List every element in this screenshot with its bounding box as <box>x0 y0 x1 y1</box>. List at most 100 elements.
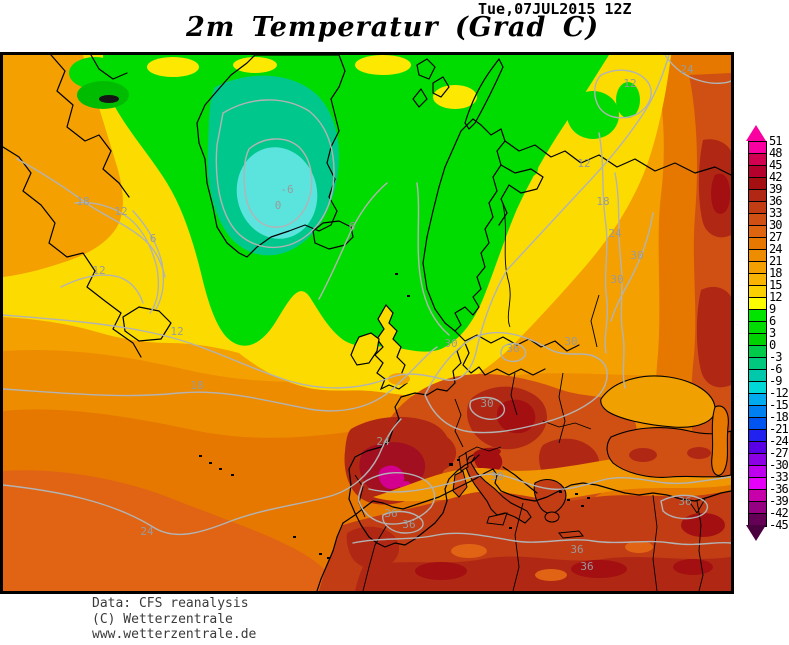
scale-band <box>749 286 766 298</box>
field-africa-39-42-a <box>415 562 467 580</box>
contour-lines <box>3 55 731 546</box>
scale-band <box>749 478 766 490</box>
credit-data-source: Data: CFS reanalysis <box>92 596 249 611</box>
credit-copyright: (C) Wetterzentrale <box>92 611 233 627</box>
scale-band <box>749 262 766 274</box>
contour-18-mid <box>3 346 438 412</box>
contour-value-label: 30 <box>480 397 493 410</box>
contour-value-label: 12 <box>623 77 636 90</box>
contour-value-label: 30 <box>490 470 503 483</box>
scale-tick-label: 42 <box>769 170 782 184</box>
scale-tick-label: 18 <box>769 266 782 280</box>
scale-tick-label: 15 <box>769 278 782 292</box>
black-sea <box>600 375 716 428</box>
field-green-whitesea <box>491 147 539 179</box>
sicily <box>486 512 508 526</box>
scale-tick-label: 36 <box>769 194 782 208</box>
scale-band <box>749 454 766 466</box>
azores-island <box>199 455 202 457</box>
contour-value-label: 36 <box>506 342 519 355</box>
scale-tick-label: -6 <box>769 362 782 376</box>
contour-neg6-greenland <box>243 138 313 228</box>
azores-island <box>219 468 222 470</box>
coast-novaya-zemlya <box>464 58 504 130</box>
temperature-map: 18 12 6 12 -6 0 6 12 24 12 18 24 30 30 12 18 24 30 36 30 30 3… <box>0 52 734 594</box>
field-green-baffin <box>69 57 121 89</box>
contour-value-label: -6 <box>280 183 293 196</box>
scale-tick-label: 12 <box>769 290 782 304</box>
contour-value-label: 6 <box>150 232 157 245</box>
contour-18-canada <box>16 158 166 278</box>
coast-svalbard <box>412 58 450 108</box>
coast-west-europe <box>400 342 546 398</box>
border-africa-b <box>512 502 524 591</box>
coast-iceland <box>312 220 354 250</box>
aegean-island <box>581 505 584 507</box>
scale-tick-label: 3 <box>769 326 776 340</box>
contour-value-label: 12 <box>92 264 105 277</box>
map-canvas: 18 12 6 12 -6 0 6 12 24 12 18 24 30 30 12 18 24 30 36 30 30 3… <box>3 55 731 591</box>
contour-36-iberia <box>358 472 436 525</box>
contour-24-atlantic <box>3 418 402 536</box>
scale-band <box>749 442 766 454</box>
contour-18-east <box>598 132 609 354</box>
scale-tick-label: -24 <box>769 434 789 448</box>
scale-tick-label: -42 <box>769 506 789 520</box>
scale-band <box>749 214 766 226</box>
shetland-island <box>407 295 410 297</box>
balearic-island <box>457 459 460 461</box>
border-europe-d <box>464 446 502 454</box>
scale-tick-label: -33 <box>769 470 789 484</box>
field-green-nwrussia-b <box>616 82 640 118</box>
scale-arrow-bottom <box>746 525 766 541</box>
contour-12-left-loop <box>60 274 144 304</box>
scale-band <box>749 250 766 262</box>
scale-tick-label: 6 <box>769 314 776 328</box>
scale-tick-label: 48 <box>769 146 782 160</box>
coast-africa <box>342 468 731 524</box>
field-east-36-39-b <box>696 286 731 388</box>
contour-24-necorner <box>664 55 731 84</box>
contour-value-label: 24 <box>680 63 694 76</box>
madeira-island <box>293 536 296 538</box>
scale-tick-label: 39 <box>769 182 782 196</box>
scale-band <box>749 430 766 442</box>
scale-tick-label: -9 <box>769 374 782 388</box>
contour-value-label: 36 <box>580 560 593 573</box>
contour-value-label: 24 <box>608 227 622 240</box>
aegean-island <box>575 493 578 495</box>
contour-30-east <box>610 212 654 322</box>
scale-tick-label: 24 <box>769 242 782 256</box>
color-scale: 51 48 45 42 39 36 33 30 27 24 21 18 15 12 9 6 3 0 -3 -6 -9 -1… <box>746 120 789 550</box>
border-africa-c <box>652 494 658 591</box>
field-africa-39-42-b <box>571 560 627 578</box>
balearic-island <box>449 463 453 466</box>
coast-greenland <box>196 55 346 258</box>
scale-band <box>749 370 766 382</box>
field-iberia-45-48 <box>378 465 405 489</box>
contour-24-east <box>614 172 626 389</box>
scale-tick-label: -18 <box>769 410 789 424</box>
contour-value-label: 36 <box>402 518 415 531</box>
contour-36-morocco <box>382 510 424 534</box>
contour-value-label: 30 <box>564 335 577 348</box>
contour-value-label: 18 <box>190 379 203 392</box>
scale-tick-label: 33 <box>769 206 782 220</box>
contour-value-label: 36 <box>678 495 691 508</box>
coast-scandinavia <box>422 118 506 332</box>
contour-value-label: 24 <box>140 525 154 538</box>
contour-value-label: 0 <box>275 199 282 212</box>
scale-tick-label: 51 <box>769 134 782 148</box>
page-title: 2m Temperatur (Grad C) <box>186 12 600 43</box>
border-europe-a <box>454 398 464 448</box>
run-timestamp: Tue,07JUL2015 12Z <box>478 0 632 18</box>
coast-baffin <box>50 55 130 198</box>
scale-tick-label: 30 <box>769 218 782 232</box>
scale-band <box>749 382 766 394</box>
scale-band <box>749 274 766 286</box>
scale-tick-label: -27 <box>769 446 789 460</box>
scale-band <box>749 154 766 166</box>
scale-tick-label: 9 <box>769 302 776 316</box>
contour-value-label: 30 <box>610 273 623 286</box>
border-europe-c <box>558 372 566 444</box>
